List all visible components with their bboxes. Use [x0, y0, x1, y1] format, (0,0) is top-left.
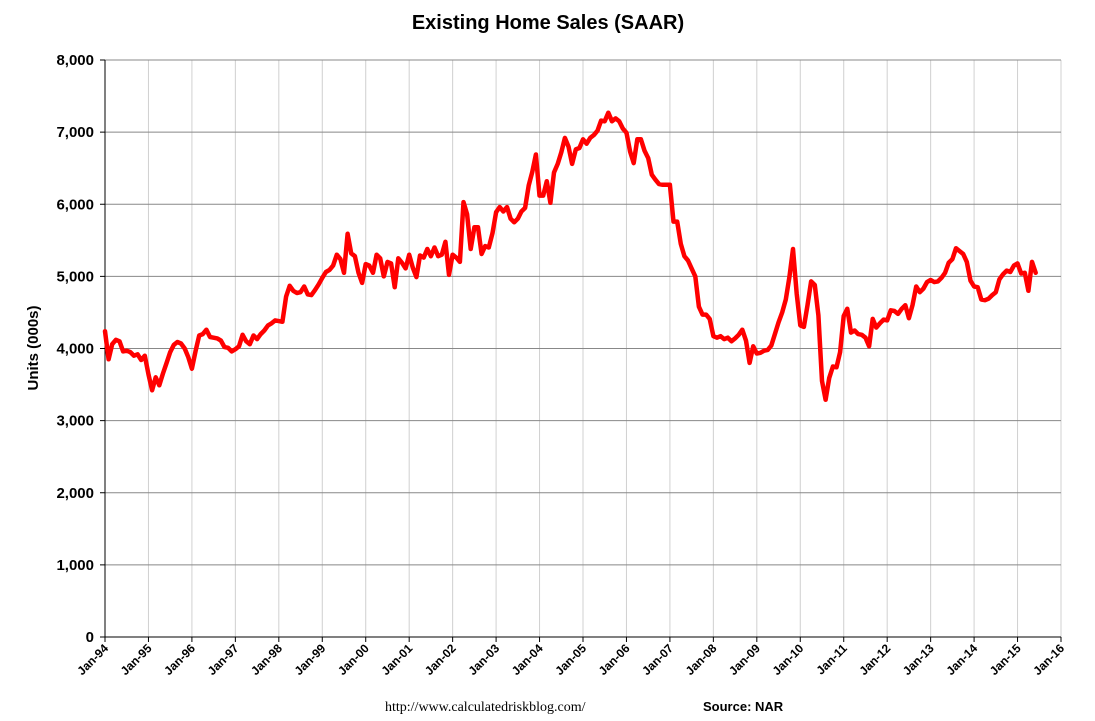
y-tick-label: 4,000	[56, 341, 94, 358]
x-tick-label: Jan-97	[205, 641, 242, 678]
footer-source: Source: NAR	[703, 699, 784, 714]
x-tick-label: Jan-03	[465, 641, 502, 678]
x-tick-label: Jan-10	[770, 641, 807, 678]
x-tick-label: Jan-06	[596, 641, 633, 678]
x-tick-label: Jan-94	[74, 641, 111, 678]
y-tick-label: 3,000	[56, 413, 94, 430]
x-tick-label: Jan-11	[814, 641, 851, 678]
y-axis-label: Units (000s)	[25, 305, 42, 390]
y-tick-label: 7,000	[56, 124, 94, 141]
x-tick-label: Jan-14	[943, 641, 980, 678]
x-tick-label: Jan-01	[379, 641, 416, 678]
y-tick-labels: 0 1,000 2,000 3,000 4,000 5,000 6,000 7,000 8,00…	[56, 52, 94, 646]
series-line	[102, 110, 1038, 402]
x-tick-label: Jan-15	[987, 641, 1024, 678]
x-tick-label: Jan-12	[857, 641, 894, 678]
x-tick-label: Jan-05	[552, 641, 589, 678]
y-tick-label: 6,000	[56, 196, 94, 213]
x-tick-label: Jan-95	[118, 641, 155, 678]
x-tick-label: Jan-08	[683, 641, 720, 678]
x-tick-label: Jan-98	[248, 641, 285, 678]
chart-title: Existing Home Sales (SAAR)	[412, 12, 684, 34]
x-tick-label: Jan-13	[900, 641, 937, 678]
horizontal-gridlines	[105, 59, 1061, 566]
y-tick-label: 0	[86, 629, 94, 646]
y-tick-label: 1,000	[56, 557, 94, 574]
x-tick-label: Jan-04	[509, 641, 546, 678]
x-tick-label: Jan-00	[335, 641, 372, 678]
x-tick-label: Jan-02	[422, 641, 459, 678]
y-tick-label: 2,000	[56, 485, 94, 502]
x-tick-label: Jan-96	[161, 641, 198, 678]
y-tick-label: 8,000	[56, 52, 94, 69]
x-tick-label: Jan-16	[1030, 641, 1067, 678]
y-tick-label: 5,000	[56, 268, 94, 285]
footer-url: http://www.calculatedriskblog.com/	[385, 700, 586, 715]
x-tick-label: Jan-09	[726, 641, 763, 678]
series-group	[102, 110, 1038, 402]
x-tick-label: Jan-99	[292, 641, 329, 678]
x-tick-labels: Jan-94 Jan-95 Jan-96 Jan-97 Jan-98 Jan-99 Jan-…	[74, 641, 1067, 678]
x-tick-label: Jan-07	[639, 641, 676, 678]
